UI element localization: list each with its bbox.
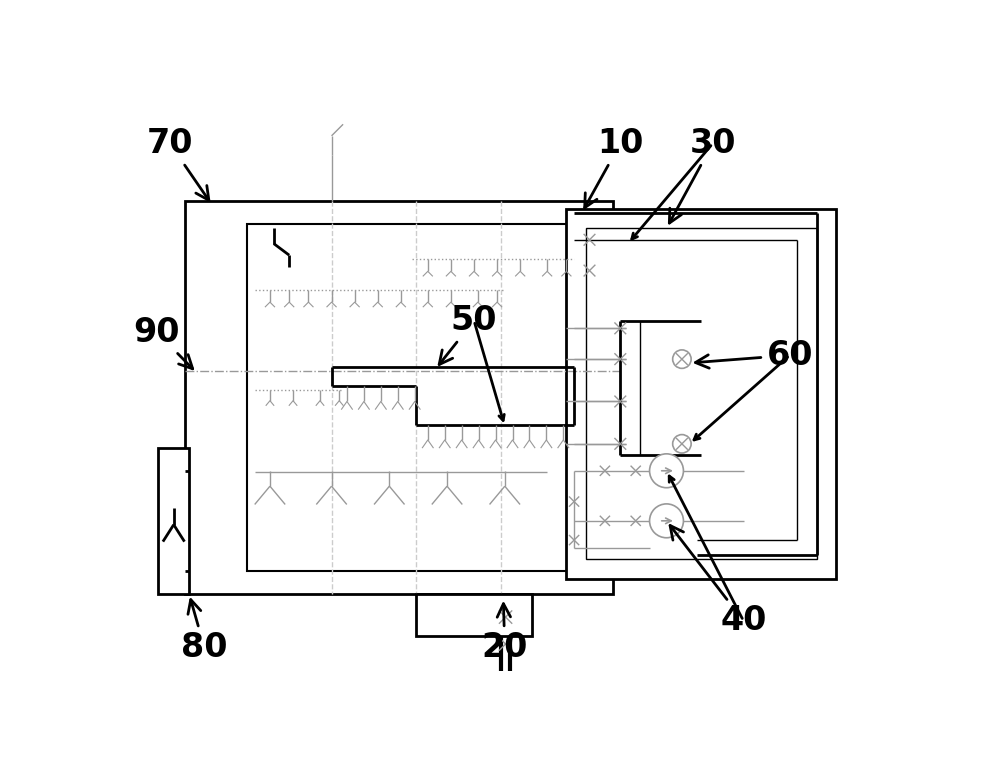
Text: 90: 90 — [134, 315, 193, 368]
Bar — [586, 228, 817, 559]
Text: 70: 70 — [147, 127, 209, 200]
Text: 30: 30 — [669, 127, 736, 223]
Text: 20: 20 — [482, 604, 528, 664]
Text: 10: 10 — [585, 127, 643, 208]
Bar — [158, 448, 189, 594]
Circle shape — [673, 435, 691, 453]
Text: 40: 40 — [670, 526, 767, 637]
Circle shape — [673, 350, 691, 368]
Bar — [185, 201, 613, 594]
Text: 80: 80 — [181, 600, 228, 664]
Circle shape — [650, 454, 683, 488]
Circle shape — [650, 504, 683, 538]
Text: 60: 60 — [695, 339, 813, 372]
Bar — [247, 224, 574, 571]
Bar — [566, 209, 836, 579]
Bar — [416, 594, 532, 636]
Text: 50: 50 — [439, 304, 497, 365]
